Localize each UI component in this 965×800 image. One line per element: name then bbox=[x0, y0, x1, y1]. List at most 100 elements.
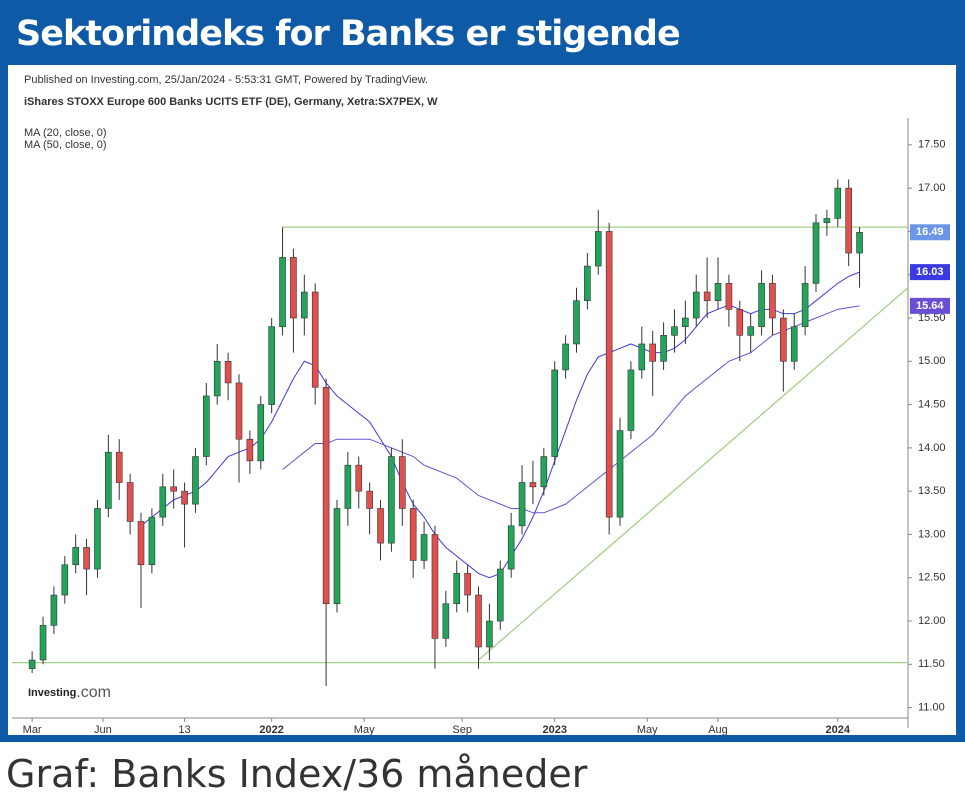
price-tag: 16.49 bbox=[916, 226, 944, 238]
price-tag-bg bbox=[910, 264, 950, 281]
x-tick-label: 2023 bbox=[542, 724, 566, 735]
candle-body bbox=[72, 547, 79, 566]
x-tick-label: 2022 bbox=[259, 724, 283, 735]
candle-body bbox=[834, 187, 842, 219]
candle-body bbox=[399, 456, 406, 509]
y-tick-label: 11.00 bbox=[918, 702, 945, 714]
candle-body bbox=[486, 620, 493, 648]
legend-label: MA (50, close, 0) bbox=[24, 139, 107, 151]
price-tag-bg bbox=[910, 297, 950, 314]
candle-body bbox=[442, 603, 450, 639]
y-tick-label: 13.50 bbox=[918, 485, 946, 497]
logo-main: Investing bbox=[28, 687, 76, 699]
candle-body bbox=[50, 594, 58, 626]
price-tag: 16.03 bbox=[916, 266, 944, 278]
price-tag-bg bbox=[910, 224, 950, 241]
candle-body bbox=[540, 456, 548, 488]
candle-body bbox=[464, 573, 471, 596]
candle-body bbox=[823, 218, 831, 224]
candle-body bbox=[420, 534, 428, 561]
candle-body bbox=[649, 343, 656, 362]
y-tick-label: 11.50 bbox=[918, 658, 945, 670]
candle-body bbox=[192, 456, 199, 505]
caption: Graf: Banks Index/36 måneder bbox=[6, 752, 588, 796]
candle-body bbox=[682, 317, 689, 327]
trend-line bbox=[478, 287, 909, 661]
candle-body bbox=[627, 369, 635, 431]
candle-body bbox=[235, 382, 243, 440]
candle-body bbox=[790, 326, 798, 362]
candle-body bbox=[388, 456, 395, 544]
candle-body bbox=[562, 343, 569, 371]
chart-bg bbox=[8, 65, 956, 735]
candle-body bbox=[148, 516, 156, 566]
legend-label: MA (20, close, 0) bbox=[24, 127, 107, 139]
y-tick-label: 15.00 bbox=[918, 355, 946, 367]
candle-body bbox=[845, 187, 852, 254]
candle-body bbox=[377, 508, 384, 544]
x-tick-label: May bbox=[354, 724, 375, 735]
candle-body bbox=[290, 257, 297, 319]
candle-body bbox=[594, 231, 602, 267]
candle-body bbox=[692, 291, 700, 319]
y-tick-label: 17.00 bbox=[918, 182, 946, 194]
candle-body bbox=[551, 369, 559, 457]
y-tick-label: 14.00 bbox=[918, 442, 946, 454]
candle-body bbox=[801, 283, 809, 327]
published: Published on Investing.com, 25/Jan/2024 … bbox=[24, 74, 428, 86]
candle-body bbox=[311, 291, 319, 388]
candle-body bbox=[496, 568, 504, 622]
x-tick-label: 13 bbox=[178, 724, 190, 735]
candle-body bbox=[301, 291, 308, 319]
candle-body bbox=[736, 309, 744, 336]
candle-body bbox=[159, 486, 167, 518]
x-tick-label: Jun bbox=[94, 724, 112, 735]
candle-body bbox=[126, 482, 134, 522]
candle-body bbox=[573, 300, 580, 345]
x-tick-label: Sep bbox=[452, 724, 472, 735]
candle-body bbox=[638, 343, 646, 371]
ma-line bbox=[282, 305, 860, 514]
candle-body bbox=[507, 525, 515, 570]
candle-body bbox=[747, 326, 754, 336]
candle-body bbox=[409, 508, 417, 561]
candle-body bbox=[529, 482, 537, 488]
candle-body bbox=[856, 231, 863, 254]
candle-body bbox=[769, 283, 776, 319]
candle-body bbox=[279, 257, 286, 327]
candle-body bbox=[725, 283, 733, 310]
candle-body bbox=[671, 326, 678, 336]
candle-body bbox=[453, 573, 461, 605]
header-title: Sektorindeks for Banks er stigende bbox=[16, 14, 681, 54]
candle-body bbox=[203, 395, 210, 457]
candle-body bbox=[431, 534, 439, 639]
candle-body bbox=[780, 317, 787, 362]
y-tick-label: 12.50 bbox=[918, 572, 946, 584]
candle-body bbox=[605, 231, 613, 518]
candle-body bbox=[333, 508, 341, 605]
price-tag: 15.64 bbox=[916, 300, 944, 312]
x-tick-label: May bbox=[637, 724, 658, 735]
y-tick-label: 14.50 bbox=[918, 398, 946, 410]
candle-body bbox=[812, 222, 820, 284]
candle-body bbox=[115, 451, 123, 483]
candle-body bbox=[224, 360, 232, 384]
candle-body bbox=[703, 291, 711, 301]
logo-suffix: .com bbox=[76, 684, 111, 701]
candle-body bbox=[105, 451, 112, 509]
candle-body bbox=[246, 438, 254, 462]
candle-body bbox=[714, 283, 722, 301]
candle-body bbox=[616, 430, 624, 518]
candle-body bbox=[355, 464, 363, 492]
candle-body bbox=[94, 508, 101, 570]
candle-body bbox=[344, 464, 352, 509]
candle-body bbox=[170, 486, 177, 492]
candle-body bbox=[61, 564, 69, 596]
chart: Published on Investing.com, 25/Jan/2024 … bbox=[8, 65, 956, 735]
candle-body bbox=[584, 265, 591, 301]
x-tick-label: Aug bbox=[708, 724, 728, 735]
candle-body bbox=[181, 490, 188, 505]
candle-body bbox=[475, 594, 482, 648]
candle-body bbox=[257, 404, 265, 462]
